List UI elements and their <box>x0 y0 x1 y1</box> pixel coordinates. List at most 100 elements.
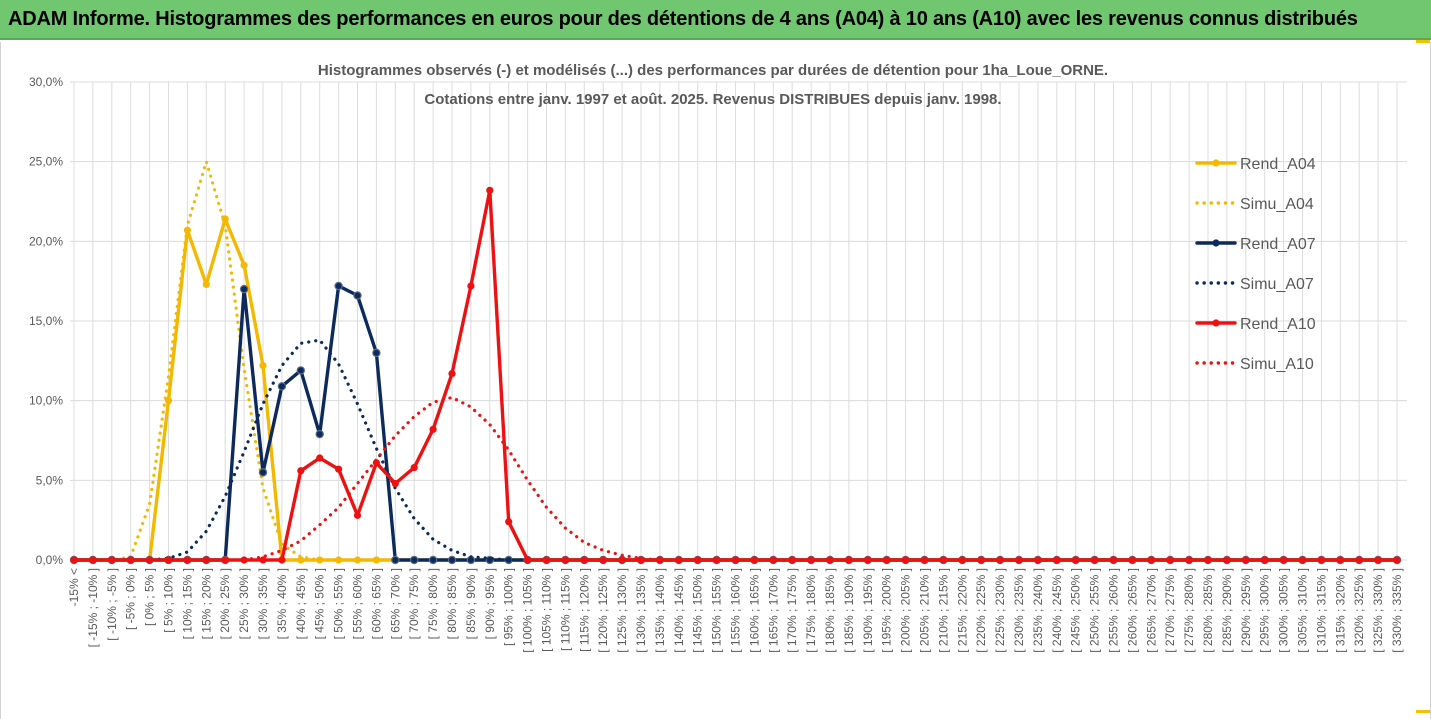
chart-title: Histogrammes observés (-) et modélisés (… <box>318 62 1108 108</box>
x-tick-label: [ -10% ; -5% ] <box>105 568 119 641</box>
x-tick-label: [ 10% ; 15% ] <box>180 568 194 639</box>
y-tick-label: 15,0% <box>29 314 63 328</box>
legend-label: Simu_A04 <box>1240 196 1314 213</box>
x-tick-label: [ 105% ; 110% ] <box>540 568 554 652</box>
series-layer <box>69 160 1402 565</box>
x-tick-label: [ 275% ; 280% ] <box>1182 568 1196 653</box>
x-tick-label: [ 185% ; 190% ] <box>842 568 856 653</box>
data-point <box>1374 556 1382 564</box>
legend-label: Rend_A04 <box>1240 156 1316 173</box>
data-point <box>1204 556 1212 564</box>
data-point <box>1034 556 1042 564</box>
data-point <box>296 366 305 375</box>
data-point <box>240 261 248 269</box>
x-tick-label: [ 295% ; 300% ] <box>1258 568 1272 653</box>
y-tick-label: 10,0% <box>29 394 63 408</box>
x-tick-label: [ 170% ; 175% ] <box>785 568 799 653</box>
x-tick-label: [ 205% ; 210% ] <box>918 568 932 653</box>
legend-entry: Rend_A07 <box>1195 236 1316 253</box>
data-point <box>996 556 1004 564</box>
data-point <box>599 556 607 564</box>
data-point <box>864 556 872 564</box>
legend-label: Rend_A10 <box>1240 316 1316 333</box>
legend-label: Rend_A07 <box>1240 236 1316 253</box>
x-tick-label: [ 230% ; 235% ] <box>1012 568 1026 653</box>
data-point <box>713 556 721 564</box>
data-point <box>335 556 343 564</box>
data-point <box>750 556 759 564</box>
data-point <box>656 556 664 564</box>
x-tick-label: [ 90% ; 95% ] <box>483 568 497 639</box>
data-point <box>334 281 343 291</box>
legend-label: Simu_A07 <box>1240 276 1314 293</box>
data-point <box>277 382 287 391</box>
x-tick-label: [ 95% ; 100% ] <box>502 568 516 646</box>
report-banner: ADAM Informe. Histogrammes des performan… <box>0 0 1431 40</box>
data-point <box>1109 556 1118 564</box>
data-point <box>467 282 475 290</box>
data-point <box>1147 556 1155 564</box>
legend-entry: Simu_A10 <box>1195 356 1314 373</box>
data-point <box>297 556 305 564</box>
x-tick-label: [ 315% ; 320% ] <box>1333 568 1347 653</box>
legend-marker <box>1212 159 1220 167</box>
x-tick-label: [ 300% ; 305% ] <box>1277 568 1291 653</box>
data-point <box>164 556 173 564</box>
series-line-simu-a04 <box>72 160 1399 562</box>
data-point <box>353 511 362 519</box>
report-title: ADAM Informe. Histogrammes des performan… <box>8 7 1358 30</box>
y-tick-label: 30,0% <box>29 75 63 89</box>
x-tick-label: [ 190% ; 195% ] <box>861 568 875 653</box>
corner-mark <box>1416 710 1430 713</box>
data-point <box>278 556 286 564</box>
data-point <box>316 454 324 462</box>
x-tick-label: [ 225% ; 230% ] <box>993 568 1007 653</box>
data-point <box>826 556 834 564</box>
data-point <box>259 362 267 370</box>
x-tick-label: -15% < <box>67 568 81 606</box>
x-tick-label: [ 20% ; 25% ] <box>218 568 232 639</box>
legend-marker <box>1212 239 1220 247</box>
x-tick-label: [ 35% ; 40% ] <box>275 568 289 639</box>
x-tick-label: [ 115% ; 120% ] <box>577 568 591 652</box>
x-tick-label: [ 175% ; 180% ] <box>804 568 818 653</box>
x-tick-label: [ 65% ; 70% ] <box>388 568 402 639</box>
data-point <box>694 556 702 564</box>
x-tick-label: [ 110% ; 115% ] <box>558 568 572 651</box>
x-tick-label: [ 310% ; 315% ] <box>1314 568 1328 653</box>
x-tick-label: [ 135% ; 140% ] <box>653 568 667 653</box>
y-tick-label: 5,0% <box>36 473 64 487</box>
x-tick-label: [ 270% ; 275% ] <box>1163 568 1177 653</box>
x-tick-label: [ 180% ; 185% ] <box>823 568 837 653</box>
y-axis-ticks: 0,0% 5,0% 10,0% 15,0% 20,0% 25,0% 30,0% <box>29 75 63 567</box>
chart-title-line-2: Cotations entre janv. 1997 et août. 2025… <box>424 91 1001 108</box>
data-point <box>939 556 948 564</box>
legend-entry: Simu_A04 <box>1195 196 1314 213</box>
x-axis-ticks: -15% < [ -15% ; -10% ] [ -10% ; -5% ] [ -5%… <box>67 568 1404 653</box>
series-line-simu-a10 <box>72 395 1399 562</box>
data-point <box>1091 556 1099 564</box>
x-tick-label: [ 330% ; 335% ] <box>1390 568 1404 653</box>
x-tick-label: [ -5% ; 0% ] <box>124 568 138 630</box>
x-tick-label: [ 125% ; 130% ] <box>615 568 629 653</box>
data-point <box>391 479 399 488</box>
x-tick-label: [ 200% ; 205% ] <box>899 568 913 653</box>
data-point <box>108 556 116 564</box>
data-point <box>1053 556 1061 564</box>
x-tick-label: [ 260% ; 265% ] <box>1125 568 1139 653</box>
x-tick-label: [ 255% ; 260% ] <box>1107 568 1121 653</box>
grid-layer <box>70 81 1407 561</box>
legend-entry: Simu_A07 <box>1195 276 1314 293</box>
x-tick-label: [ 325% ; 330% ] <box>1371 568 1385 653</box>
x-tick-label: [ 80% ; 85% ] <box>445 568 459 639</box>
y-tick-label: 0,0% <box>36 553 64 567</box>
x-tick-label: [ 160% ; 165% ] <box>747 568 761 653</box>
data-point <box>977 556 985 564</box>
x-tick-label: [ 165% ; 170% ] <box>766 568 780 653</box>
data-point <box>542 556 551 564</box>
data-point <box>259 556 267 564</box>
data-point <box>807 556 815 564</box>
performance-histogram-chart: 0,0% 5,0% 10,0% 15,0% 20,0% 25,0% 30,0% -15% <… <box>29 62 1407 653</box>
data-point <box>448 369 456 378</box>
corner-mark <box>1416 40 1430 43</box>
